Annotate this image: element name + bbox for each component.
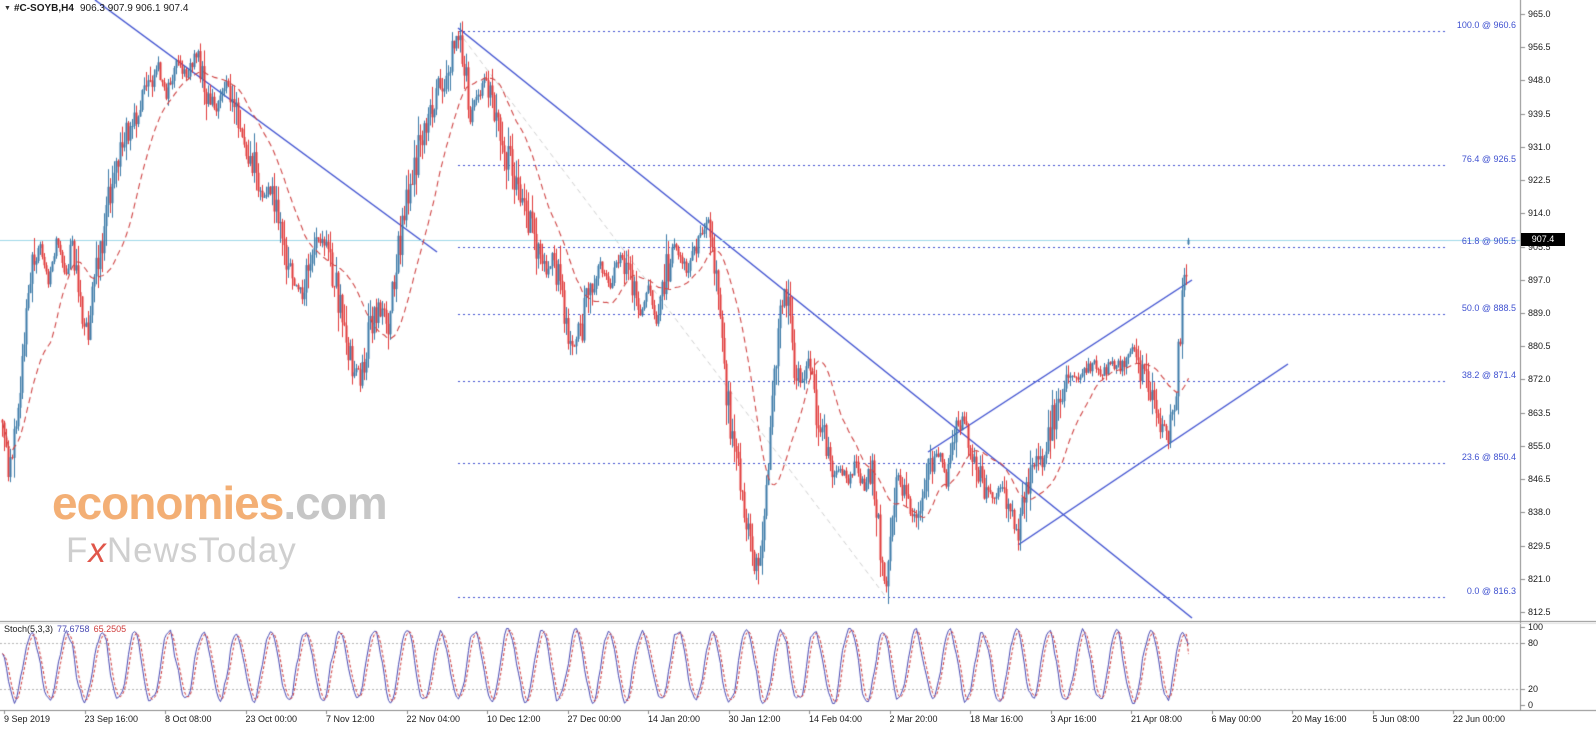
collapse-arrow-icon[interactable]: ▼ bbox=[4, 5, 11, 12]
symbol-header: ▼ #C-SOYB,H4 906.3 907.9 906.1 907.4 bbox=[4, 3, 188, 14]
indicator-label: Stoch(5,3,3) 77.6758 65.2505 bbox=[4, 624, 126, 634]
ohlc-values: 906.3 907.9 906.1 907.4 bbox=[79, 3, 189, 14]
current-price-badge: 907.4 bbox=[1521, 232, 1565, 246]
indicator-signal-value: 65.2505 bbox=[93, 624, 127, 634]
symbol-label: #C-SOYB,H4 bbox=[13, 3, 74, 14]
indicator-main-value: 77.6758 bbox=[57, 624, 90, 634]
indicator-name: Stoch(5,3,3) bbox=[4, 624, 54, 634]
